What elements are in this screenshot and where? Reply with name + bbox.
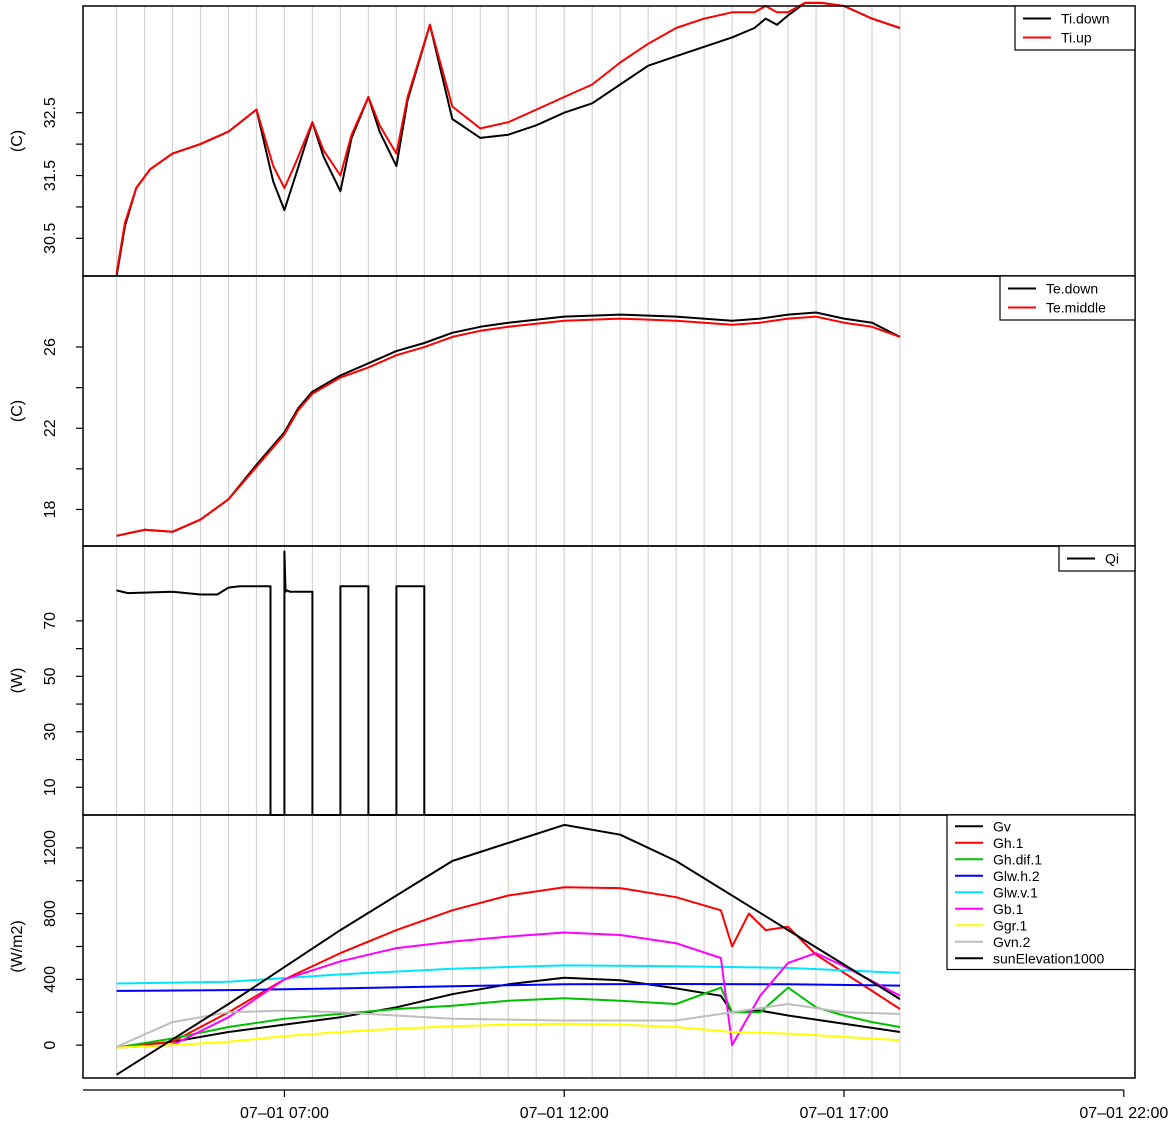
panel-second: 18 22 26 (C) Te.down Te.middle (9, 275, 1136, 547)
legend-label: Qi (1105, 551, 1119, 567)
x-tick-label: 07–01 17:00 (800, 1105, 889, 1122)
legend-label: Te.middle (1046, 300, 1106, 316)
y-tick-label: 32.5 (42, 97, 59, 128)
legend-label: Gh.1 (993, 835, 1024, 851)
legend-label: Gvn.2 (993, 934, 1031, 950)
y-tick-label: 31.5 (42, 160, 59, 191)
series-line-Gh.1 (116, 886, 901, 1049)
panel-third: 10 30 50 70 (W) Qi (9, 545, 1136, 816)
legend-box (1014, 5, 1136, 51)
series-line-Gb.1 (116, 931, 901, 1049)
y-tick-label: 26 (42, 338, 59, 356)
series-line-Ggr.1 (116, 1022, 901, 1049)
series-line-Gv (116, 976, 901, 1049)
legend-label: Glw.h.2 (993, 868, 1040, 884)
y-tick-label: 30.5 (42, 223, 59, 254)
y-tick-label: 22 (42, 419, 59, 437)
y-tick-label: 70 (42, 612, 59, 630)
legend: GvGh.1Gh.dif.1Glw.h.2Glw.v.1Gb.1Ggr.1Gvn… (946, 814, 1136, 971)
y-tick-label: 30 (42, 723, 59, 741)
x-tick-label: 07–01 12:00 (520, 1105, 609, 1122)
x-tick-label: 07–01 07:00 (240, 1105, 329, 1122)
y-tick-label: 18 (42, 500, 59, 518)
y-tick-label: 800 (42, 900, 59, 927)
legend-label: Ggr.1 (993, 917, 1027, 933)
x-tick-label: 07–01 22:00 (1079, 1105, 1168, 1122)
series-line-Ti.up (115, 1, 901, 274)
legend-label: Ti.down (1061, 11, 1110, 27)
legend-label: Gh.dif.1 (993, 851, 1042, 867)
y-tick-label: 0 (42, 1041, 59, 1050)
panel-top: 30.5 31.5 32.5 (C) Ti.down Ti.up (9, 1, 1136, 277)
series-line-Te.middle (116, 315, 901, 537)
legend: Te.down Te.middle (999, 275, 1136, 321)
legend-box (999, 275, 1136, 321)
y-tick-label: 10 (42, 778, 59, 796)
series-line-Gvn.2 (116, 1003, 901, 1048)
y-tick-label: 1200 (42, 830, 59, 866)
legend-label: Glw.v.1 (993, 884, 1038, 900)
legend-label: Gb.1 (993, 901, 1024, 917)
series-line-Glw.v.1 (116, 964, 901, 985)
y-axis-label: (C) (9, 130, 26, 152)
legend-label: Gv (993, 818, 1011, 834)
y-tick-label: 400 (42, 966, 59, 993)
legend-label: Ti.up (1061, 30, 1092, 46)
legend: Ti.down Ti.up (1014, 5, 1136, 51)
legend: Qi (1058, 545, 1136, 572)
x-axis: 07–01 07:00 07–01 12:00 07–01 17:00 07–01 2… (83, 1089, 1168, 1122)
panel-frame (82, 5, 1136, 277)
panel-bottom: 0 400 800 1200 (W/m2) GvGh.1Gh.dif.1Glw.h.2Gl… (9, 814, 1136, 1079)
y-axis-label: (W/m2) (9, 920, 26, 972)
y-tick-label: 50 (42, 667, 59, 685)
y-axis-label: (C) (9, 400, 26, 422)
legend-label: sunElevation1000 (993, 950, 1105, 966)
legend-label: Te.down (1046, 281, 1098, 297)
y-axis-label: (W) (9, 668, 26, 694)
series-line-sunElevation1000 (116, 823, 901, 1076)
panel-frame (82, 275, 1136, 547)
